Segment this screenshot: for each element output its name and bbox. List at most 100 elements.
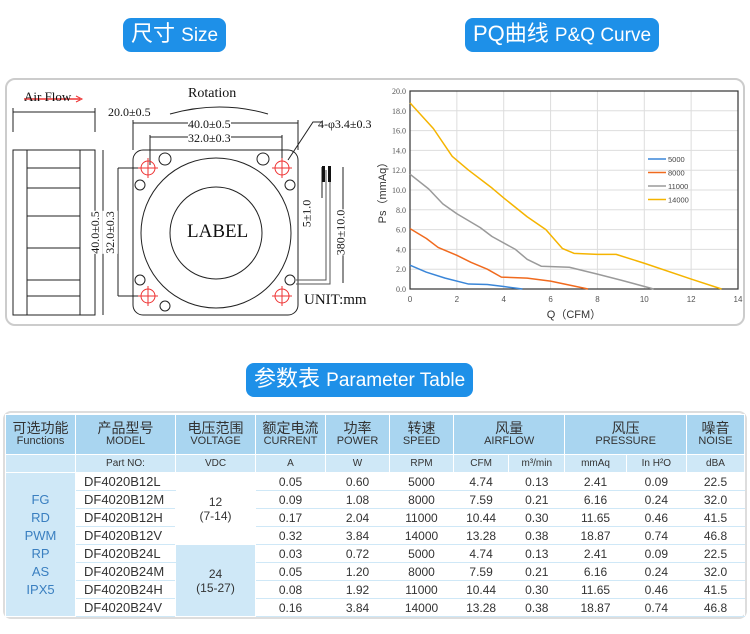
y-tick-label: 16.0 xyxy=(392,127,406,136)
table-row: DF4020B24L 24 (15-27) 0.03 0.72 5000 4.74 0.13 2… xyxy=(6,544,745,617)
y-tick-label: 14.0 xyxy=(392,146,406,155)
table-row: DF4020B24V 0.16 3.84 14000 13.28 0.38 18.87 0.7… xyxy=(6,598,745,617)
wire-length-dimension: 380±10.0 xyxy=(333,209,349,256)
value-cell: 41.5 xyxy=(686,508,745,527)
value-cell: 1.20 xyxy=(325,562,390,581)
value-cell: 18.87 xyxy=(564,598,627,617)
unit-cell: dBA xyxy=(686,454,745,473)
air-flow-label: Air Flow xyxy=(24,89,72,104)
value-cell: 3.84 xyxy=(325,598,390,617)
value-cell: 0.24 xyxy=(625,490,688,509)
value-cell: 11.65 xyxy=(564,508,627,527)
value-cell: 4.74 xyxy=(452,544,510,563)
function-item: AS xyxy=(31,563,50,579)
hole-spacing-dimension: 32.0±0.3 xyxy=(188,131,231,146)
unit-blank xyxy=(5,454,76,473)
legend-label: 11000 xyxy=(668,182,688,191)
x-tick-label: 10 xyxy=(640,295,649,304)
size-heading: 尺寸 Size xyxy=(123,18,227,52)
parameter-table-heading: 参数表 Parameter Table xyxy=(246,363,474,397)
table-row: DF4020B24H 0.08 1.92 11000 10.44 0.30 11.65 0.4… xyxy=(6,580,745,599)
y-tick-label: 18.0 xyxy=(392,107,406,116)
value-cell: 14000 xyxy=(389,526,454,545)
header-power: 功率 POWER xyxy=(325,414,390,455)
voltage-value: 12 xyxy=(208,494,223,509)
series-line-5000 xyxy=(409,264,523,290)
y-tick-label: 4.0 xyxy=(396,245,406,254)
table-row: DF4020B12V 0.32 3.84 14000 13.28 0.38 18.87 0.7… xyxy=(6,526,745,545)
value-cell: 0.09 xyxy=(625,544,688,563)
value-cell: 1.08 xyxy=(325,490,390,509)
voltage-value: 24 xyxy=(208,566,223,581)
model-cell: DF4020B12M xyxy=(75,490,176,509)
legend-label: 14000 xyxy=(668,196,689,205)
series-line-11000 xyxy=(409,173,654,290)
value-cell: 32.0 xyxy=(686,490,745,509)
value-cell: 18.87 xyxy=(564,526,627,545)
value-cell: 0.21 xyxy=(508,562,566,581)
value-cell: 1.92 xyxy=(325,580,390,599)
rotation-label: Rotation xyxy=(188,86,237,101)
outer-height-dimension: 40.0±0.5 xyxy=(87,211,103,254)
value-cell: 0.05 xyxy=(255,562,326,581)
unit-cell: mmAq xyxy=(564,454,627,473)
model-cell: DF4020B24M xyxy=(75,562,176,581)
value-cell: 14000 xyxy=(389,598,454,617)
value-cell: 0.08 xyxy=(255,580,326,599)
depth-dimension: 20.0±0.5 xyxy=(108,105,151,120)
value-cell: 0.30 xyxy=(508,580,566,599)
value-cell: 8000 xyxy=(389,562,454,581)
model-cell: DF4020B12H xyxy=(75,508,176,527)
value-cell: 5000 xyxy=(389,472,454,491)
unit-cell: W xyxy=(325,454,390,473)
header-current: 额定电流 CURRENT xyxy=(255,414,326,455)
value-cell: 10.44 xyxy=(452,508,510,527)
value-cell: 0.38 xyxy=(508,598,566,617)
value-cell: 0.05 xyxy=(255,472,326,491)
function-item: PWM xyxy=(24,527,57,543)
value-cell: 11000 xyxy=(389,580,454,599)
unit-label: UNIT:mm xyxy=(304,292,367,308)
value-cell: 46.8 xyxy=(686,526,745,545)
model-cell: DF4020B12V xyxy=(75,526,176,545)
unit-cell: m³/min xyxy=(508,454,566,473)
x-tick-label: 14 xyxy=(734,295,743,304)
value-cell: 32.0 xyxy=(686,562,745,581)
mounting-holes-dimension: 4-φ3.4±0.3 xyxy=(318,117,372,131)
unit-cell: Part NO: xyxy=(75,454,176,473)
wire-strip-dimension: 5±1.0 xyxy=(299,199,315,228)
unit-cell: RPM xyxy=(389,454,454,473)
value-cell: 3.84 xyxy=(325,526,390,545)
pq-chart: 0.0 2.0 4.0 6.0 8.0 10.0 12.0 14.0 16.0 18.0 20.0 0… xyxy=(376,87,743,321)
table-row: DF4020B24M 0.05 1.20 8000 7.59 0.21 6.16 0.24 32… xyxy=(6,562,745,581)
x-tick-label: 0 xyxy=(408,295,413,304)
unit-cell: VDC xyxy=(175,454,256,473)
value-cell: 0.32 xyxy=(255,526,326,545)
value-cell: 0.74 xyxy=(625,526,688,545)
value-cell: 2.41 xyxy=(564,472,627,491)
value-cell: 41.5 xyxy=(686,580,745,599)
x-tick-label: 2 xyxy=(455,295,460,304)
functions-cell: FG RD PWM RP AS IPX5 xyxy=(5,472,76,617)
value-cell: 7.59 xyxy=(452,562,510,581)
value-cell: 8000 xyxy=(389,490,454,509)
value-cell: 22.5 xyxy=(686,472,745,491)
value-cell: 10.44 xyxy=(452,580,510,599)
fan-label: LABEL xyxy=(187,221,249,242)
header-speed: 转速 SPEED xyxy=(389,414,454,455)
value-cell: 11000 xyxy=(389,508,454,527)
value-cell: 0.30 xyxy=(508,508,566,527)
x-tick-label: 6 xyxy=(548,295,553,304)
header-pressure: 风压 PRESSURE xyxy=(564,414,687,455)
x-tick-label: 4 xyxy=(501,295,506,304)
header-voltage: 电压范围 VOLTAGE xyxy=(175,414,256,455)
value-cell: 4.74 xyxy=(452,472,510,491)
value-cell: 0.09 xyxy=(625,472,688,491)
value-cell: 6.16 xyxy=(564,490,627,509)
voltage-cell: 24 (15-27) xyxy=(175,544,256,617)
y-axis-label: Ps（mmAq） xyxy=(376,157,389,224)
fan-dimension-drawing xyxy=(12,95,344,316)
y-tick-label: 6.0 xyxy=(396,226,406,235)
x-axis-label: Q（CFM） xyxy=(547,308,601,321)
y-tick-label: 2.0 xyxy=(396,265,406,274)
